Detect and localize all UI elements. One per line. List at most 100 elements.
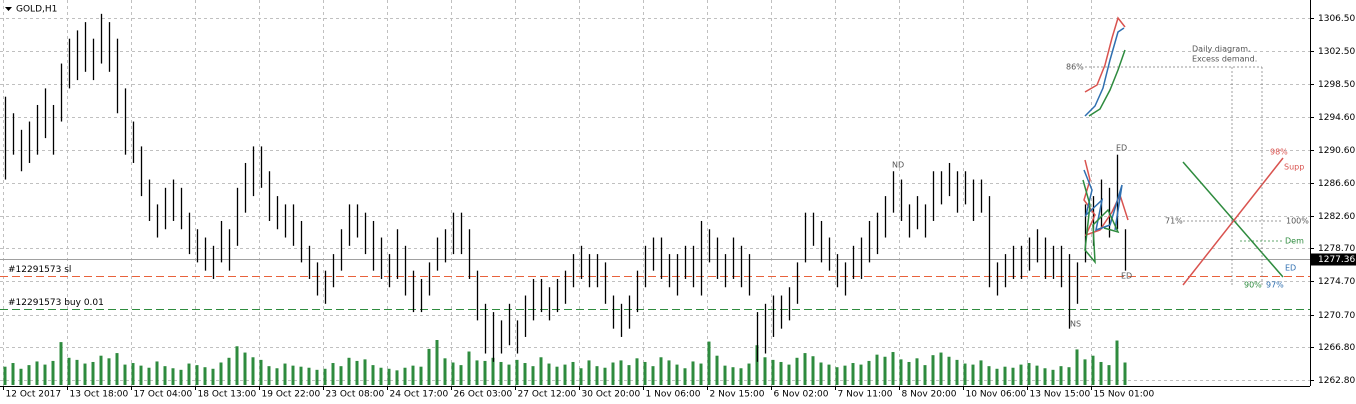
- volume-bar: [795, 357, 799, 385]
- x-tick-label: 19 Oct 22:00: [262, 390, 321, 400]
- volume-bar: [411, 365, 415, 385]
- volume-bar: [1019, 364, 1023, 385]
- profile-curve: [1083, 169, 1123, 232]
- volume-bar: [963, 363, 967, 385]
- volume-bar: [355, 360, 359, 385]
- x-tick-label: 17 Oct 04:00: [134, 390, 193, 400]
- volume-bar: [651, 366, 655, 385]
- volume-bar: [587, 360, 591, 385]
- volume-bar: [699, 363, 703, 385]
- x-tick-label: 10 Nov 06:00: [966, 390, 1027, 400]
- x-tick-label: 30 Oct 20:00: [582, 390, 641, 400]
- volume-bar: [755, 345, 759, 385]
- volume-bar: [1107, 365, 1111, 385]
- annotation: 71%: [1165, 217, 1183, 226]
- volume-bar: [851, 363, 855, 385]
- volume-bar: [555, 366, 559, 385]
- x-tick-label: 15 Nov 01:00: [1094, 390, 1155, 400]
- volume-bar: [979, 360, 983, 385]
- frame: [0, 0, 1314, 390]
- y-tick-label: 1270.70: [1318, 311, 1355, 321]
- volume-bar: [707, 341, 711, 385]
- volume-bar: [11, 363, 15, 385]
- menu-arrow[interactable]: [5, 7, 12, 11]
- volume-bar: [1083, 359, 1087, 385]
- volume-bar: [571, 361, 575, 385]
- annotation: Daily diagram.: [1192, 45, 1251, 54]
- volume-bar: [859, 364, 863, 385]
- annotation: 86%: [1066, 63, 1084, 72]
- volume-bar: [907, 361, 911, 385]
- volume-bar: [451, 362, 455, 385]
- volume-bar: [195, 365, 199, 385]
- volume-bar: [1011, 367, 1015, 385]
- volume-bar: [531, 366, 535, 385]
- y-tick-label: 1282.60: [1318, 212, 1355, 222]
- volume-bar: [187, 363, 191, 385]
- curve: [1088, 49, 1126, 117]
- volume-bar: [107, 358, 111, 385]
- volume-bar: [579, 368, 583, 385]
- volume-bar: [1027, 363, 1031, 385]
- volume-bar: [307, 367, 311, 385]
- volume-bar: [163, 366, 167, 385]
- curve: [1084, 16, 1126, 93]
- current-price-label: 1277.36: [1318, 255, 1355, 265]
- volume-bar: [811, 356, 815, 385]
- volume-bar: [747, 363, 751, 385]
- volume-bar: [435, 340, 439, 385]
- volume-bar: [787, 364, 791, 385]
- volume-bar: [835, 367, 839, 385]
- volume-bar: [131, 363, 135, 385]
- y-tick-label: 1294.60: [1318, 113, 1355, 123]
- volume-bar: [619, 360, 623, 385]
- volume-bar: [299, 366, 303, 385]
- volume-bar: [563, 364, 567, 385]
- x-tick-label: 27 Oct 12:00: [518, 390, 577, 400]
- volume-bar: [627, 365, 631, 385]
- volume-bar: [1099, 361, 1103, 385]
- volume-bar: [1003, 366, 1007, 385]
- volume-bar: [219, 362, 223, 385]
- volume-bar: [603, 367, 607, 385]
- x-tick-label: 23 Oct 08:00: [326, 390, 385, 400]
- annotation: Excess demand.: [1192, 55, 1257, 64]
- volume-bar: [955, 359, 959, 385]
- volume-bar: [1051, 369, 1055, 385]
- x-tick-label: 12 Oct 2017: [6, 390, 62, 400]
- volume-bar: [43, 364, 47, 385]
- volume-bar: [771, 359, 775, 385]
- volume-bar: [987, 366, 991, 385]
- volume-bar: [779, 361, 783, 385]
- volume-bar: [147, 367, 151, 385]
- volume-bar: [211, 368, 215, 385]
- volume-bar: [1091, 355, 1095, 385]
- volume-bar: [715, 355, 719, 385]
- volume-bar: [59, 342, 63, 385]
- volume-bar: [275, 368, 279, 385]
- volume-bar: [635, 358, 639, 385]
- volume-bar: [19, 368, 23, 385]
- volume-bar: [67, 357, 71, 385]
- order-label: #12291573 buy 0.01: [8, 298, 104, 308]
- volume-bar: [99, 355, 103, 385]
- volume-bar: [139, 365, 143, 385]
- volume-bar: [227, 357, 231, 385]
- current-price-box: [1311, 253, 1356, 266]
- y-tick-label: 1306.50: [1318, 14, 1355, 24]
- volume-bar: [507, 364, 511, 385]
- volume-bar: [827, 364, 831, 385]
- volume-bar: [403, 367, 407, 385]
- volume-bar: [443, 358, 447, 385]
- volume-bar: [1067, 367, 1071, 385]
- volume-bar: [971, 364, 975, 385]
- annotation: NS: [1070, 320, 1081, 329]
- volume-bar: [251, 357, 255, 385]
- volume-bar: [331, 363, 335, 385]
- x-tick-label: 8 Nov 20:00: [902, 390, 957, 400]
- annotation: Dem: [1285, 237, 1304, 246]
- volume-bar: [659, 357, 663, 385]
- annotation: ED: [1121, 272, 1132, 281]
- volume-bar: [683, 368, 687, 385]
